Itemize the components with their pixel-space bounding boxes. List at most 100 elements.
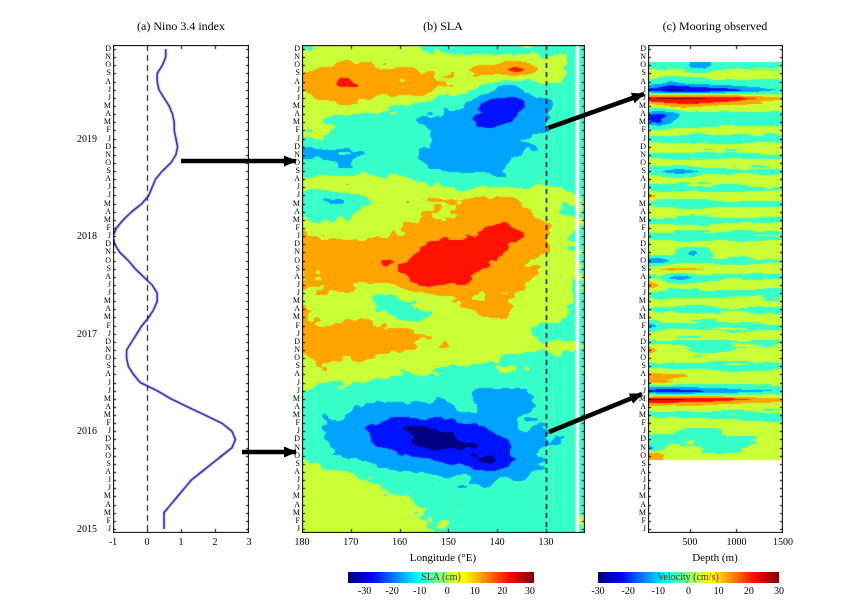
month-tick-label: N [105,345,111,354]
month-tick-label: A [640,271,646,281]
month-tick-label: M [638,507,646,517]
x-tick-label: 1 [178,537,184,548]
month-tick-label: A [294,271,300,281]
month-tick-label: D [294,141,300,151]
month-tick-label: N [640,442,646,452]
month-tick-label: A [105,401,111,411]
month-tick-label: J [296,426,300,436]
month-tick-label: J [296,231,300,241]
month-tick-label: A [640,109,646,119]
month-tick-label: N [294,247,300,257]
month-tick-label: J [296,182,300,192]
month-tick-label: J [642,231,646,241]
month-tick-label: O [105,255,111,265]
month-tick-label: F [641,515,646,525]
month-tick-label: A [294,369,300,379]
month-tick-label: F [295,125,300,135]
month-tick-label: M [103,296,111,306]
month-tick-label: F [641,320,646,330]
month-tick-label: M [292,410,300,420]
month-tick-label: O [294,353,300,363]
month-tick-label: J [296,385,300,395]
month-tick-label: M [292,296,300,306]
month-tick-label: O [294,255,300,265]
month-tick-label: J [296,133,300,143]
year-tick-label: 2016 [77,426,97,438]
month-tick-label: J [296,92,300,102]
month-tick-label: M [638,214,646,224]
month-tick-label: M [638,491,646,501]
x-tick-label: 1500 [773,537,793,548]
month-tick-label: M [103,312,111,322]
month-tick-label: A [294,467,300,476]
month-tick-label: S [106,263,111,273]
month-tick-label: M [292,507,300,517]
month-tick-label: A [105,271,111,281]
month-tick-label: A [640,76,646,86]
colorbar-tick-label: -20 [385,586,399,597]
month-tick-label: M [103,198,111,208]
month-tick-label: D [640,336,646,346]
month-tick-label: J [107,475,111,485]
month-tick-label: M [638,312,646,322]
x-tick-label: 2 [212,537,218,548]
month-tick-label: M [103,393,111,403]
month-tick-label: J [107,84,111,94]
month-tick-label: O [294,450,300,460]
x-tick-label: 130 [538,537,554,548]
month-tick-label: J [296,84,300,94]
month-tick-label: M [638,101,646,110]
month-tick-label: M [103,214,111,224]
month-tick-label: A [294,304,300,314]
month-tick-label: A [640,304,646,314]
month-tick-label: A [105,304,111,314]
month-tick-label: O [105,450,111,460]
month-tick-label: A [294,401,300,411]
month-tick-label: O [294,157,300,167]
month-tick-label: M [103,507,111,517]
month-tick-label: F [295,515,300,525]
month-tick-label: D [105,141,111,151]
month-tick-label: F [106,320,111,330]
month-tick-label: O [640,255,646,265]
year-tick-label: 2017 [77,328,97,340]
sla-colorbar [348,572,534,583]
month-tick-label: O [640,450,646,460]
month-tick-label: A [294,174,300,184]
month-tick-label: S [106,361,111,371]
month-tick-label: F [295,223,300,232]
year-tick-label: 2018 [77,231,97,243]
x-tick-label: 1000 [726,537,747,548]
month-tick-label: A [640,174,646,184]
month-tick-label: J [296,523,300,533]
month-tick-label: O [640,157,646,167]
x-tick-label: 160 [392,537,408,548]
panel-b-xaxis-label: Longitude (°E) [409,552,477,564]
month-tick-label: N [105,149,111,159]
month-tick-label: J [296,288,300,298]
month-tick-label: S [295,166,300,176]
month-tick-label: J [296,475,300,485]
x-tick-label: 140 [489,537,505,548]
x-tick-label: 170 [343,537,359,548]
month-tick-label: N [105,247,111,257]
month-tick-label: M [292,312,300,322]
month-tick-label: F [106,223,111,232]
month-tick-label: A [294,499,300,509]
month-tick-label: S [295,68,300,78]
month-tick-label: J [642,385,646,395]
month-tick-label: S [106,458,111,468]
month-tick-label: J [107,385,111,395]
month-tick-label: J [642,279,646,289]
x-tick-label: 0 [144,537,150,548]
month-tick-label: O [640,353,646,363]
month-tick-label: M [103,101,111,110]
x-tick-label: 180 [294,537,310,548]
month-tick-label: D [294,239,300,249]
colorbar-tick-label: -30 [357,586,372,597]
month-tick-label: S [641,361,646,371]
month-tick-label: A [294,206,300,216]
x-tick-label: 150 [440,537,456,548]
sla-hovmoller-canvas [302,45,585,533]
month-tick-label: J [107,328,111,338]
